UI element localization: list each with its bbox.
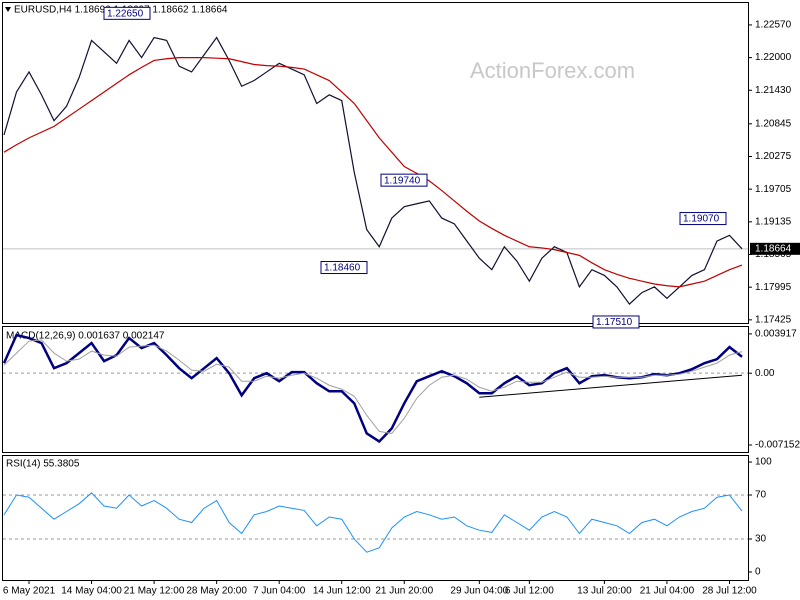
watermark: ActionForex.com bbox=[470, 58, 635, 83]
x-tick-label: 28 May 20:00 bbox=[186, 586, 247, 597]
annotation-box bbox=[320, 261, 368, 275]
y-tick-label: -0.007152 bbox=[755, 440, 800, 451]
x-tick-label: 21 Jun 20:00 bbox=[375, 586, 433, 597]
x-tick-label: 7 Jun 04:00 bbox=[253, 586, 306, 597]
annotation-box bbox=[679, 212, 727, 226]
series-line bbox=[3, 339, 743, 434]
annotation-label: 1.19740 bbox=[384, 175, 421, 186]
price-panel bbox=[2, 2, 749, 324]
x-tick-label: 14 May 04:00 bbox=[61, 586, 122, 597]
annotation-box bbox=[592, 315, 640, 329]
last-price-label: 1.18664 bbox=[755, 243, 792, 254]
annotation-label: 1.19070 bbox=[683, 214, 720, 225]
y-tick-label: 1.19135 bbox=[755, 216, 792, 227]
x-tick-label: 6 May 2021 bbox=[3, 586, 56, 597]
annotation-label: 1.18460 bbox=[324, 263, 361, 274]
x-tick-label: 29 Jun 04:00 bbox=[450, 586, 508, 597]
rsi-panel bbox=[2, 455, 749, 581]
y-tick-label: 100 bbox=[755, 457, 772, 468]
annotation-label: 1.17510 bbox=[596, 317, 633, 328]
y-tick-label: 1.17425 bbox=[755, 314, 792, 325]
annotation-box bbox=[103, 6, 151, 20]
y-tick-label: 1.20275 bbox=[755, 151, 792, 162]
macd-title: MACD(12,26,9) 0.001637 0.002147 bbox=[6, 331, 165, 342]
y-tick-label: 1.19705 bbox=[755, 184, 792, 195]
trendline bbox=[479, 374, 743, 398]
y-tick-label: 30 bbox=[755, 534, 767, 545]
annotation-label: 1.22650 bbox=[107, 8, 144, 19]
rsi-title: RSI(14) 55.3805 bbox=[6, 459, 80, 470]
x-tick-label: 6 Jul 12:00 bbox=[505, 586, 554, 597]
y-tick-label: 0.003917 bbox=[755, 329, 797, 340]
last-price-box bbox=[750, 242, 800, 255]
x-tick-label: 14 Jun 12:00 bbox=[313, 586, 371, 597]
y-tick-label: 0 bbox=[755, 567, 761, 578]
series-line bbox=[3, 492, 743, 553]
x-tick-label: 13 Jul 20:00 bbox=[577, 586, 632, 597]
annotation-box bbox=[380, 173, 428, 187]
series-line bbox=[3, 57, 743, 288]
series-line bbox=[3, 36, 743, 305]
symbol-icon bbox=[5, 7, 11, 12]
x-tick-label: 28 Jul 12:00 bbox=[702, 586, 757, 597]
x-tick-label: 21 May 12:00 bbox=[124, 586, 185, 597]
y-tick-label: 1.17995 bbox=[755, 282, 792, 293]
y-tick-label: 1.20845 bbox=[755, 118, 792, 129]
y-tick-label: 1.22000 bbox=[755, 52, 792, 63]
macd-panel bbox=[2, 326, 749, 453]
y-tick-label: 1.21430 bbox=[755, 85, 792, 96]
y-tick-label: 1.22570 bbox=[755, 20, 792, 31]
y-tick-label: 70 bbox=[755, 490, 767, 501]
x-tick-label: 21 Jul 04:00 bbox=[640, 586, 695, 597]
y-tick-label: 0.00 bbox=[755, 368, 775, 379]
